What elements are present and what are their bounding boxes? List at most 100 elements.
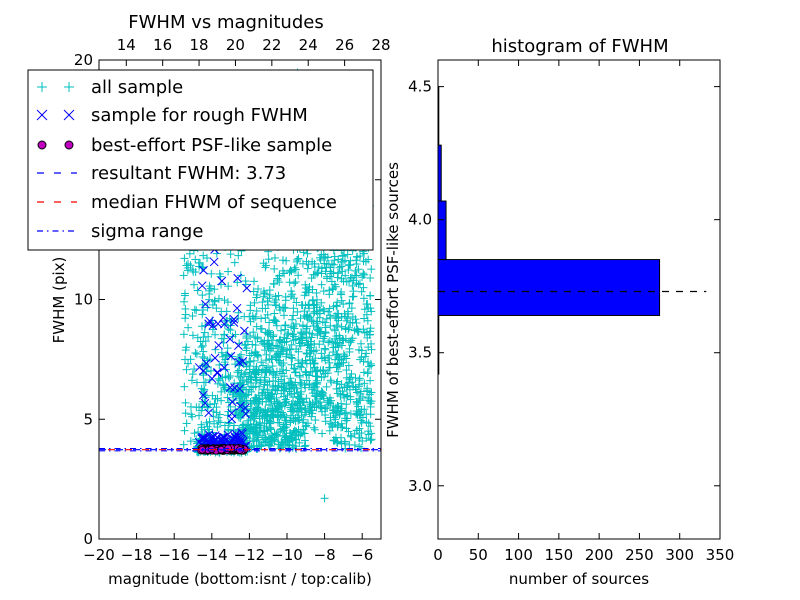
scatter-point-all	[235, 379, 244, 388]
scatter-point-all	[215, 410, 224, 419]
scatter-point-all	[208, 325, 217, 334]
scatter-point-all	[301, 422, 310, 431]
scatter-point-all	[250, 277, 259, 286]
scatter-point-all	[309, 358, 318, 367]
scatter-point-all	[337, 423, 346, 432]
scatter-point-all	[278, 369, 287, 378]
scatter-point-all	[350, 441, 359, 450]
scatter-point-all	[216, 418, 225, 427]
scatter-point-all	[338, 257, 347, 266]
scatter-point-all	[279, 365, 288, 374]
scatter-point-all	[367, 265, 376, 274]
scatter-point-rough	[213, 319, 223, 329]
scatter-point-all	[289, 311, 298, 320]
x-tick-label: 300	[665, 546, 694, 564]
scatter-point-all	[267, 425, 276, 434]
scatter-point-all	[189, 267, 198, 276]
scatter-point-all	[251, 375, 260, 384]
scatter-point-all	[247, 349, 256, 358]
scatter-point-all	[193, 286, 202, 295]
scatter-point-all	[308, 367, 317, 376]
scatter-point-all	[252, 293, 261, 302]
scatter-point-all	[357, 418, 366, 427]
scatter-point-all	[295, 438, 304, 447]
scatter-point-all	[329, 284, 338, 293]
x-tick-label: −12	[234, 546, 266, 564]
scatter-point-all	[265, 340, 274, 349]
scatter-point-all	[230, 421, 239, 430]
scatter-point-all	[337, 296, 346, 305]
scatter-point-all	[277, 411, 286, 420]
scatter-point-all	[360, 305, 369, 314]
scatter-point-all	[263, 412, 272, 421]
scatter-point-all	[299, 415, 308, 424]
scatter-point-all	[264, 388, 273, 397]
scatter-point-all	[263, 408, 272, 417]
legend-label: resultant FWHM: 3.73	[91, 163, 286, 184]
scatter-point-all	[296, 430, 305, 439]
scatter-point-rough	[201, 358, 211, 368]
scatter-point-all	[363, 387, 372, 396]
top-tick-label: 14	[117, 36, 136, 54]
scatter-point-all	[221, 372, 230, 381]
scatter-point-all	[354, 280, 363, 289]
scatter-point-all	[288, 354, 297, 363]
scatter-point-all	[285, 278, 294, 287]
scatter-point-all	[346, 256, 355, 265]
scatter-point-all	[267, 355, 276, 364]
scatter-point-all	[217, 396, 226, 405]
scatter-point-rough	[197, 281, 207, 291]
scatter-point-all	[287, 405, 296, 414]
scatter-point-all	[363, 299, 372, 308]
scatter-point-all	[272, 321, 281, 330]
scatter-point-all	[300, 436, 309, 445]
scatter-point-all	[294, 254, 303, 263]
scatter-point-all	[280, 385, 289, 394]
scatter-point-all	[335, 263, 344, 272]
scatter-point-all	[281, 321, 290, 330]
scatter-point-all	[321, 329, 330, 338]
scatter-point-all	[365, 330, 374, 339]
scatter-point-all	[355, 376, 364, 385]
scatter-point-rough	[219, 363, 229, 372]
scatter-point-all	[360, 405, 369, 414]
scatter-point-all	[180, 297, 189, 306]
scatter-point-all	[303, 310, 312, 319]
scatter-point-all	[306, 359, 315, 368]
scatter-point-all	[282, 432, 291, 441]
scatter-point-all	[342, 277, 351, 286]
scatter-point-all	[301, 280, 310, 289]
scatter-point-all	[327, 269, 336, 278]
scatter-point-all	[297, 329, 306, 338]
scatter-point-all	[278, 427, 287, 436]
scatter-point-all	[342, 400, 351, 409]
scatter-point-all	[288, 380, 297, 389]
scatter-point-all	[280, 325, 289, 334]
scatter-point-all	[302, 257, 311, 266]
scatter-point-all	[310, 307, 319, 316]
scatter-point-all	[347, 369, 356, 378]
scatter-point-all	[336, 290, 345, 299]
scatter-point-all	[246, 317, 255, 326]
scatter-point-all	[325, 290, 334, 299]
scatter-point-all	[279, 392, 288, 401]
scatter-point-all	[262, 261, 271, 270]
scatter-point-all	[286, 266, 295, 275]
top-tick-label: 22	[262, 36, 281, 54]
scatter-point-rough	[205, 316, 214, 326]
scatter-point-all	[325, 351, 334, 360]
scatter-point-all	[247, 442, 256, 451]
scatter-point-all	[198, 397, 207, 406]
scatter-point-all	[291, 319, 300, 328]
scatter-point-all	[184, 323, 193, 332]
scatter-point-all	[329, 401, 338, 410]
scatter-point-all	[277, 375, 286, 384]
scatter-point-all	[302, 368, 311, 377]
scatter-point-all	[343, 392, 352, 401]
scatter-point-all	[333, 273, 342, 282]
scatter-point-all	[213, 422, 222, 431]
scatter-point-all	[341, 324, 350, 333]
scatter-point-all	[337, 406, 346, 415]
scatter-point-all	[199, 251, 208, 260]
scatter-point-rough	[225, 334, 235, 344]
